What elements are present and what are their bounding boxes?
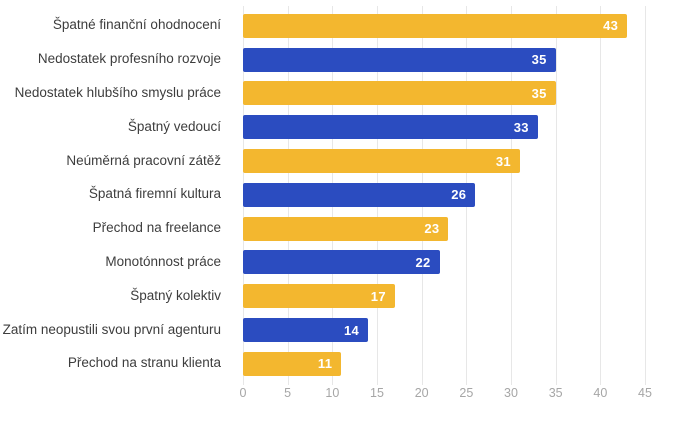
x-tick-label: 25	[459, 386, 474, 400]
bar-rows: Špatné finanční ohodnocení 43 Nedostatek p…	[0, 9, 700, 381]
chart-row: Zatím neopustili svou první agenturu 14	[0, 313, 700, 347]
bar: 22	[243, 250, 440, 275]
chart-row: Nedostatek profesního rozvoje 35	[0, 43, 700, 77]
value-label: 23	[424, 221, 440, 237]
value-label: 33	[513, 119, 529, 135]
x-tick-label: 45	[638, 386, 652, 400]
value-label: 17	[370, 288, 386, 304]
bar-track: 35	[233, 81, 700, 106]
value-label: 31	[495, 153, 511, 169]
category-label: Monotónnost práce	[105, 254, 221, 270]
x-tick-label: 5	[284, 386, 292, 400]
bar-track: 43	[233, 13, 700, 38]
x-tick-label: 0	[239, 386, 247, 400]
value-label: 26	[451, 187, 467, 203]
category-label: Špatný vedoucí	[127, 118, 221, 134]
category-label: Nedostatek hlubšího smyslu práce	[14, 85, 221, 101]
bar-track: 11	[233, 351, 700, 376]
chart-row: Přechod na stranu klienta 11	[0, 347, 700, 381]
category-label: Neúměrná pracovní zátěž	[66, 152, 221, 168]
category-label: Nedostatek profesního rozvoje	[37, 51, 221, 67]
bar-track: 22	[233, 250, 700, 275]
value-label: 35	[531, 85, 547, 101]
x-axis: 0 5 10 15 20 25 30 35 40 45	[0, 386, 700, 406]
value-label: 35	[531, 52, 547, 68]
chart-row: Špatný kolektiv 17	[0, 279, 700, 313]
chart-row: Špatné finanční ohodnocení 43	[0, 9, 700, 43]
bar-track: 14	[233, 318, 700, 343]
chart-row: Nedostatek hlubšího smyslu práce 35	[0, 77, 700, 111]
x-tick-label: 20	[414, 386, 429, 400]
bar: 43	[243, 13, 628, 38]
chart-row: Neúměrná pracovní zátěž 31	[0, 144, 700, 178]
category-label: Zatím neopustili svou první agenturu	[2, 321, 221, 337]
bar: 35	[243, 81, 556, 106]
value-label: 43	[603, 18, 619, 34]
x-tick-label: 15	[370, 386, 384, 400]
chart-row: Špatný vedoucí 33	[0, 110, 700, 144]
category-label: Špatný kolektiv	[130, 287, 221, 303]
bar: 23	[243, 216, 449, 241]
bar: 35	[243, 47, 556, 72]
value-label: 14	[344, 322, 360, 338]
bar-track: 33	[233, 115, 700, 140]
x-tick-label: 35	[548, 386, 563, 400]
value-label: 11	[317, 356, 333, 372]
value-label: 22	[415, 254, 431, 270]
bar: 17	[243, 284, 395, 309]
category-label: Špatné finanční ohodnocení	[52, 17, 221, 33]
x-tick-label: 10	[325, 386, 340, 400]
category-label: Přechod na freelance	[92, 220, 221, 236]
x-tick-label: 40	[593, 386, 608, 400]
bar: 26	[243, 182, 476, 207]
bar-track: 17	[233, 284, 700, 309]
chart-row: Špatná firemní kultura 26	[0, 178, 700, 212]
bar-track: 31	[233, 149, 700, 174]
bar-track: 35	[233, 47, 700, 72]
bar: 33	[243, 115, 538, 140]
chart-row: Přechod na freelance 23	[0, 212, 700, 246]
bar-track: 26	[233, 182, 700, 207]
bar: 31	[243, 149, 520, 174]
category-label: Přechod na stranu klienta	[67, 355, 221, 371]
category-label: Špatná firemní kultura	[88, 186, 221, 202]
chart-row: Monotónnost práce 22	[0, 246, 700, 280]
bar: 14	[243, 318, 369, 343]
bar-track: 23	[233, 216, 700, 241]
bar: 11	[243, 351, 342, 376]
x-tick-label: 30	[504, 386, 518, 400]
